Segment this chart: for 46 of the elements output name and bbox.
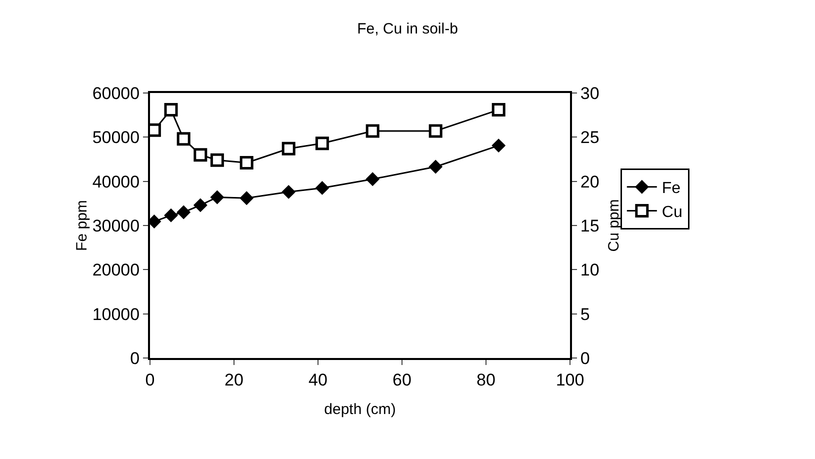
y2-tick-label: 5 xyxy=(580,304,590,324)
x-tick-label: 100 xyxy=(556,370,584,390)
legend-label: Fe xyxy=(662,180,681,198)
point xyxy=(210,190,224,204)
point xyxy=(366,124,380,138)
point xyxy=(428,124,442,138)
y-tick-label: 20000 xyxy=(92,260,140,280)
x-tick-label: 40 xyxy=(308,370,328,390)
x-tick-label: 0 xyxy=(145,370,155,390)
point xyxy=(194,198,207,212)
chart-title: Fe, Cu in soil-b xyxy=(357,20,458,38)
x-axis-title: depth (cm) xyxy=(324,401,396,418)
point xyxy=(164,208,178,222)
y-tick-label: 60000 xyxy=(92,84,140,103)
point xyxy=(366,172,380,186)
y-tick-label: 40000 xyxy=(92,172,140,192)
point xyxy=(164,103,178,117)
y-tick-label: 30000 xyxy=(92,216,140,236)
point xyxy=(240,156,254,170)
y-tick-label: 50000 xyxy=(92,128,140,148)
y-tick-label: 10000 xyxy=(92,304,140,324)
point xyxy=(429,160,442,174)
y-tick-label: 0 xyxy=(130,348,140,368)
y2-tick-label: 25 xyxy=(580,128,600,148)
point xyxy=(194,148,208,162)
x-tick-label: 20 xyxy=(224,370,244,390)
y2-tick-label: 10 xyxy=(580,260,600,280)
point xyxy=(316,182,329,194)
y-axis-title: Fe ppm xyxy=(73,200,90,251)
point xyxy=(240,192,254,205)
point xyxy=(176,132,190,146)
y2-axis-title: Cu ppm xyxy=(606,199,622,252)
point xyxy=(210,153,224,167)
point xyxy=(282,142,296,156)
point xyxy=(492,139,506,152)
y2-tick-label: 30 xyxy=(580,84,600,103)
y2-tick-label: 20 xyxy=(580,172,600,192)
y2-tick-label: 15 xyxy=(580,216,600,236)
point xyxy=(177,206,190,219)
point xyxy=(492,103,506,117)
point xyxy=(282,185,296,198)
x-tick-label: 80 xyxy=(476,370,496,390)
y2-tick-label: 0 xyxy=(580,348,590,368)
point xyxy=(315,136,329,150)
x-tick-label: 60 xyxy=(392,370,412,390)
legend-label: Cu xyxy=(662,204,682,221)
